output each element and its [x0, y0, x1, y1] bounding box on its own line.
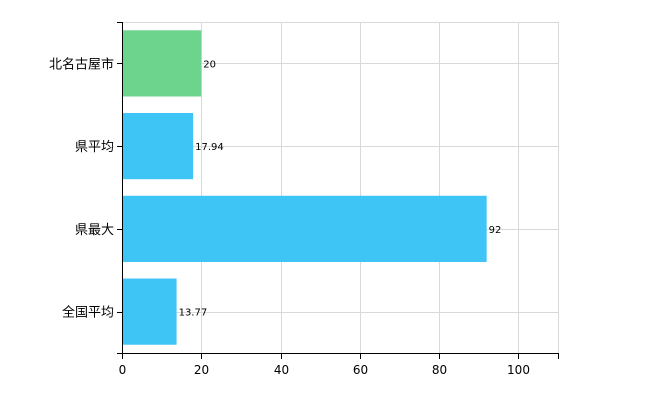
category-label: 県最大: [75, 223, 114, 238]
x-tick-label: 40: [274, 363, 289, 377]
data-label: 20: [203, 59, 216, 70]
x-tick-label: 80: [432, 363, 447, 377]
x-tick-label: 0: [119, 363, 127, 377]
x-tick-label: 60: [353, 363, 368, 377]
bars: [122, 30, 487, 345]
bar: [122, 195, 487, 262]
data-label: 17.94: [195, 142, 224, 153]
category-label: 全国平均: [62, 305, 114, 321]
x-tick-label: 20: [194, 363, 209, 377]
bar: [122, 113, 194, 180]
x-tick-label: 100: [507, 363, 530, 377]
labels: 20 北名古屋市 17.94 県平均 92 県最大 13.77 全国平均 0 20 40 60 80 10…: [49, 56, 530, 377]
axes: [117, 22, 559, 359]
data-label: 13.77: [179, 308, 208, 319]
bar: [122, 278, 177, 345]
bar: [122, 30, 202, 97]
category-label: 県平均: [75, 140, 114, 155]
data-label: 92: [489, 225, 502, 236]
category-label: 北名古屋市: [49, 56, 114, 72]
